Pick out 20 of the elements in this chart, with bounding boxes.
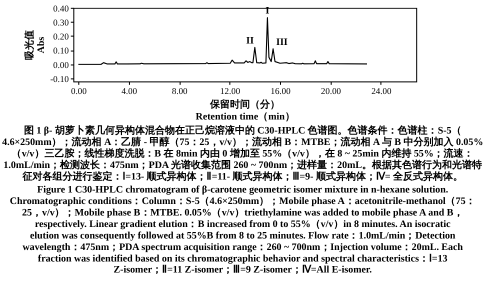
annotation: II [246, 35, 254, 46]
x-tick-label: 4.00 [121, 86, 138, 96]
y-tick-label: -0.10 [50, 74, 70, 84]
y-axis-title: 吸光值 Abs [23, 30, 48, 60]
x-tick-label: 12.00 [220, 86, 241, 96]
caption: 图 1 β- 胡萝卜素几何异构体混合物在正己烷溶液中的 C30-HPLC 色谱图。色谱条件：色谱柱：S-5（4.6×250mm）；流动相 A：乙腈 - 甲醇（75：25，v/v）；流动相 B：MTBE；流动相 A 与 B 中分别加入 0.05%（v/v）三乙胺；线性梯度洗脱：B 在 8min 内由 0 增加至 55%（v/v），在 8 ~ 25min 内维持 55%；流速：1.0mL/min；检测波长：475nm；PDA 光谱收集范围 260 ~ 700nm；进样量：20mL。根据其色谱行为和光谱特征对各组分进行鉴定：Ⅰ=13- 顺式异构体；Ⅱ=11- 顺式异构体；Ⅲ=9- 顺式异构体；Ⅳ= 全反式异构体。 [2, 124, 484, 182]
y-tick-label: 0.30 [53, 17, 70, 28]
caption: Figure 1 C30-HPLC chromatogram of β-carotene geometric isomer mixture in n-hexane solution. Chromatographic conditions：Column：S-5（4.6×250mm）；Mobile phase A：acetonitrile-methanol（75：25，v/v）；Mobile phase B：MTBE. 0.05%（v/v）triethylamine was added to mobile phase A and B，respectively. Linear gradient elution：B increased from 0 to 55%（v/v）in 8 minutes. An isocratic elution was consequently followed at 55%B from 8 to 25 minutes. Flow rate：1.0mL/min；Detection wavelength：475nm；PDA spectrum acquisition range：260 ~ 700nm；Injection volume：20mL. Each fraction was identified based on its chromatographic behavior and spectral characteristics：Ⅰ=13 Z-isomer；Ⅱ=11 Z-isomer；Ⅲ=9 Z-isomer；Ⅳ=All E-isomer. [10, 184, 476, 276]
y-tick-label: 0.10 [53, 46, 70, 56]
x-tick-label: 24.00 [371, 86, 392, 96]
line-series [78, 17, 368, 65]
y-tick-label: 0.20 [53, 32, 70, 42]
y-tick-label: 0.40 [53, 3, 70, 14]
x-tick-label: 0.00 [71, 86, 88, 96]
x-tick-label: 16.00 [270, 86, 292, 96]
x-axis-title: 保留时间（分） Retention time（min） [196, 98, 295, 123]
annotation: III [276, 36, 288, 48]
x-tick-label: 20.00 [320, 86, 342, 96]
x-tick-label: 8.00 [172, 86, 188, 96]
y-tick-label: 0.00 [53, 60, 70, 70]
